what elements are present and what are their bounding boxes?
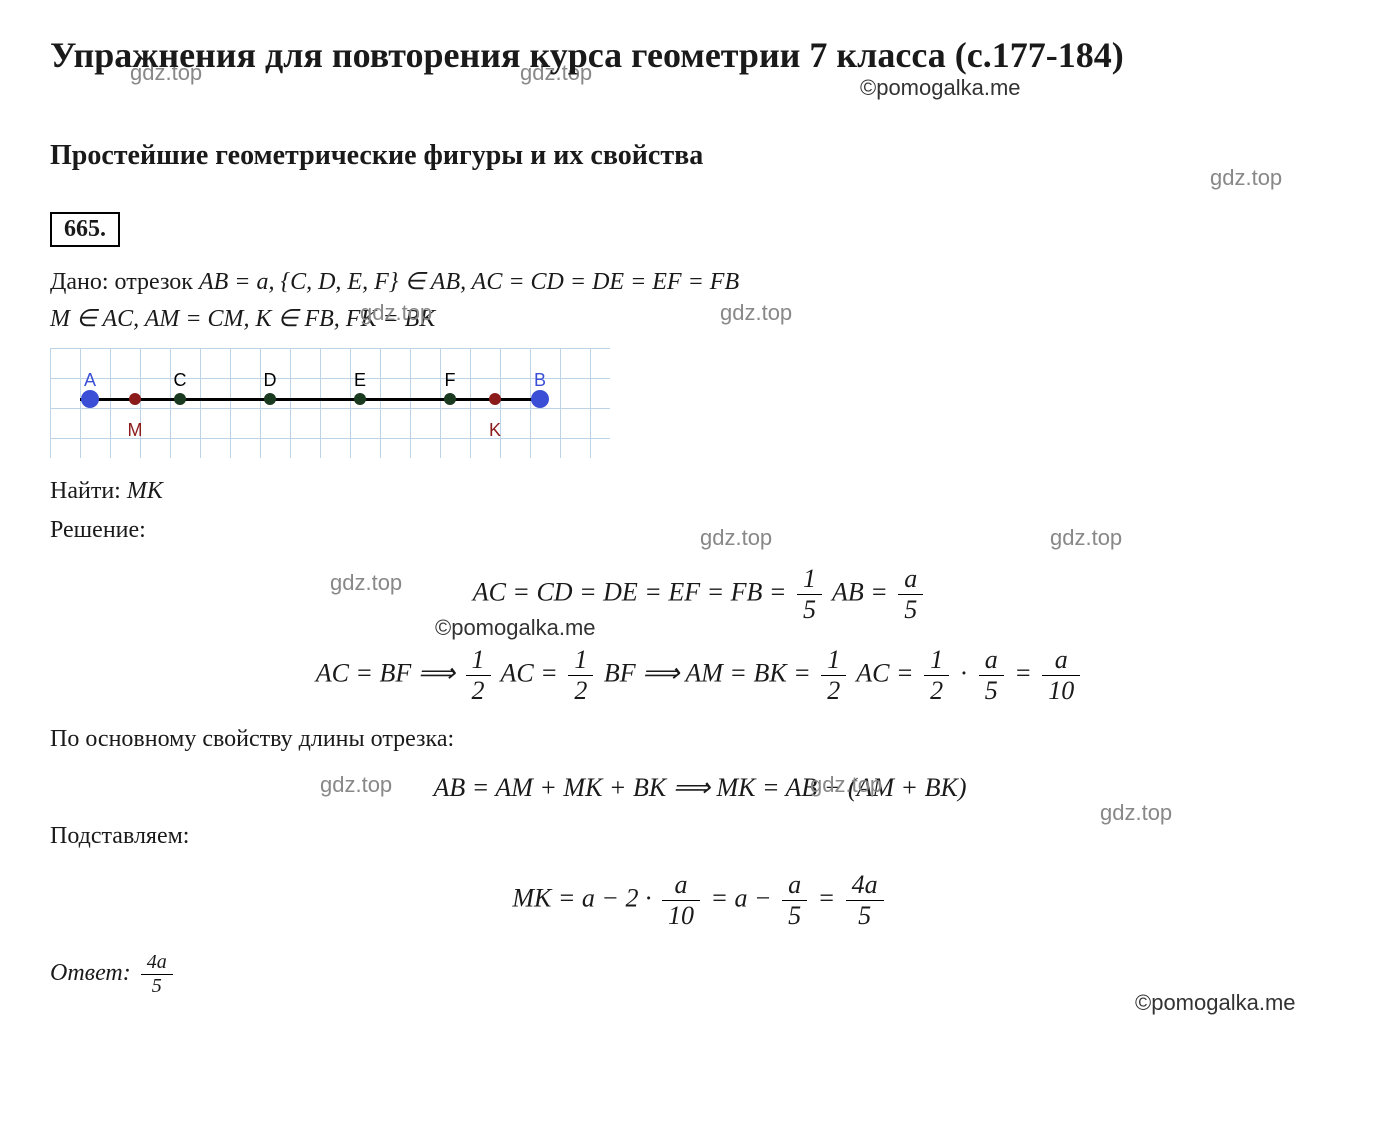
find-line: Найти: MK [50, 478, 1350, 505]
section-title: Простейшие геометрические фигуры и их св… [50, 140, 1350, 172]
watermark-gdz: gdz.top [1210, 165, 1282, 191]
point-D [264, 393, 276, 405]
equation-3: AB = AM + MK + BK ⟹ MK = AB − (AM + BK) [50, 773, 1350, 803]
point-F [444, 393, 456, 405]
point-label-K: K [489, 420, 501, 441]
fraction: 1 2 [821, 645, 846, 706]
property-line: По основному свойству длины отрезка: [50, 726, 1350, 753]
main-title: Упражнения для повторения курса геометри… [50, 30, 1350, 80]
watermark-gdz: gdz.top [810, 772, 882, 798]
fraction: 1 2 [466, 645, 491, 706]
fraction: 1 2 [924, 645, 949, 706]
point-C [174, 393, 186, 405]
eq1-mid: AB = [832, 578, 894, 607]
point-label-E: E [354, 370, 366, 391]
find-label: Найти: [50, 478, 127, 504]
watermark-gdz: gdz.top [700, 525, 772, 551]
given-line-2: M ∈ AC, AM = CM, K ∈ FB, FK = BK [50, 304, 1350, 333]
given-prefix: Дано: отрезок [50, 269, 199, 295]
watermark-gdz: gdz.top [720, 300, 792, 326]
point-A [81, 390, 99, 408]
watermark-gdz: gdz.top [330, 570, 402, 596]
point-label-D: D [264, 370, 277, 391]
fraction: a 10 [1042, 645, 1080, 706]
substitute-line: Подставляем: [50, 823, 1350, 850]
given-line-1: Дано: отрезок AB = a, {C, D, E, F} ∈ AB,… [50, 267, 1350, 296]
answer-label: Ответ: [50, 960, 137, 986]
point-E [354, 393, 366, 405]
fraction: a 5 [898, 564, 923, 625]
fraction: a 10 [662, 870, 700, 931]
fraction: a 5 [782, 870, 807, 931]
fraction: 4a 5 [846, 870, 884, 931]
fraction: 1 5 [797, 564, 822, 625]
number-line-diagram: A M C D E F K B [50, 348, 610, 458]
point-M [129, 393, 141, 405]
fraction: 1 2 [568, 645, 593, 706]
watermark-gdz: gdz.top [1100, 800, 1172, 826]
watermark-gdz: gdz.top [320, 772, 392, 798]
point-label-A: A [84, 370, 96, 391]
answer-fraction: 4a 5 [141, 951, 173, 998]
point-K [489, 393, 501, 405]
point-label-M: M [128, 420, 143, 441]
given-math-1: AB = a, {C, D, E, F} ∈ AB, AC = CD = DE … [199, 269, 739, 295]
point-label-F: F [445, 370, 456, 391]
equation-2: AC = BF ⟹ 1 2 AC = 1 2 BF ⟹ AM = BK = 1 … [50, 645, 1350, 706]
diagram-segment [80, 398, 540, 401]
find-value: MK [127, 478, 163, 504]
watermark-gdz: gdz.top [360, 300, 432, 326]
fraction: a 5 [979, 645, 1004, 706]
watermark-gdz: gdz.top [1050, 525, 1122, 551]
point-label-C: C [174, 370, 187, 391]
watermark-pomogalka: ©pomogalka.me [1135, 990, 1296, 1016]
eq1-left: AC = CD = DE = EF = FB = [473, 578, 793, 607]
watermark-pomogalka: ©pomogalka.me [435, 615, 596, 641]
equation-1: AC = CD = DE = EF = FB = 1 5 AB = a 5 [50, 564, 1350, 625]
point-label-B: B [534, 370, 546, 391]
problem-number: 665. [50, 212, 120, 247]
point-B [531, 390, 549, 408]
equation-4: MK = a − 2 · a 10 = a − a 5 = 4a 5 [50, 870, 1350, 931]
